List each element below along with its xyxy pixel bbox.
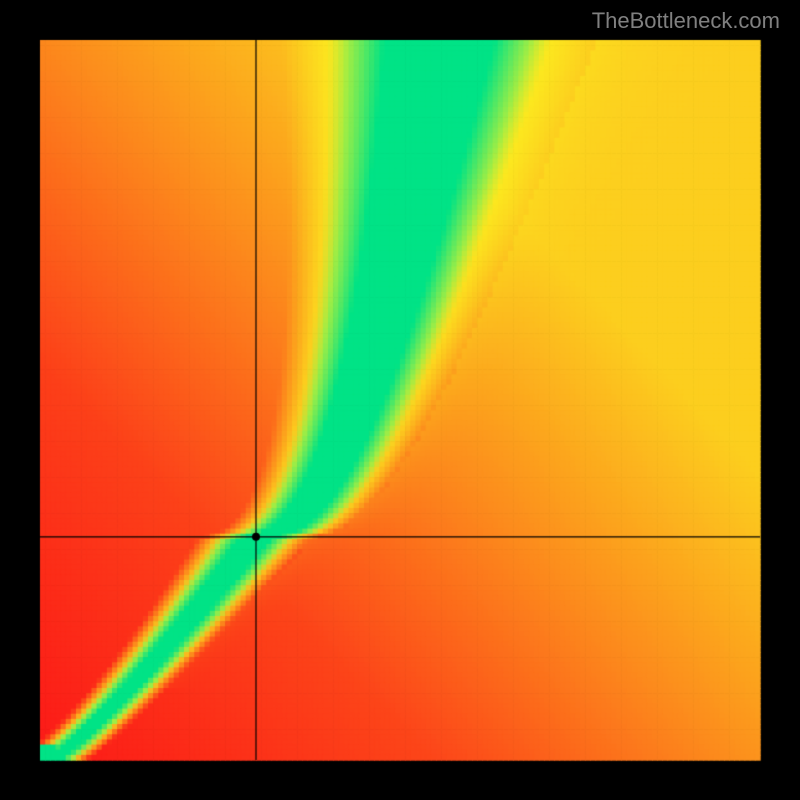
chart-container: TheBottleneck.com (0, 0, 800, 800)
heatmap-canvas (0, 0, 800, 800)
watermark-text: TheBottleneck.com (592, 8, 780, 34)
